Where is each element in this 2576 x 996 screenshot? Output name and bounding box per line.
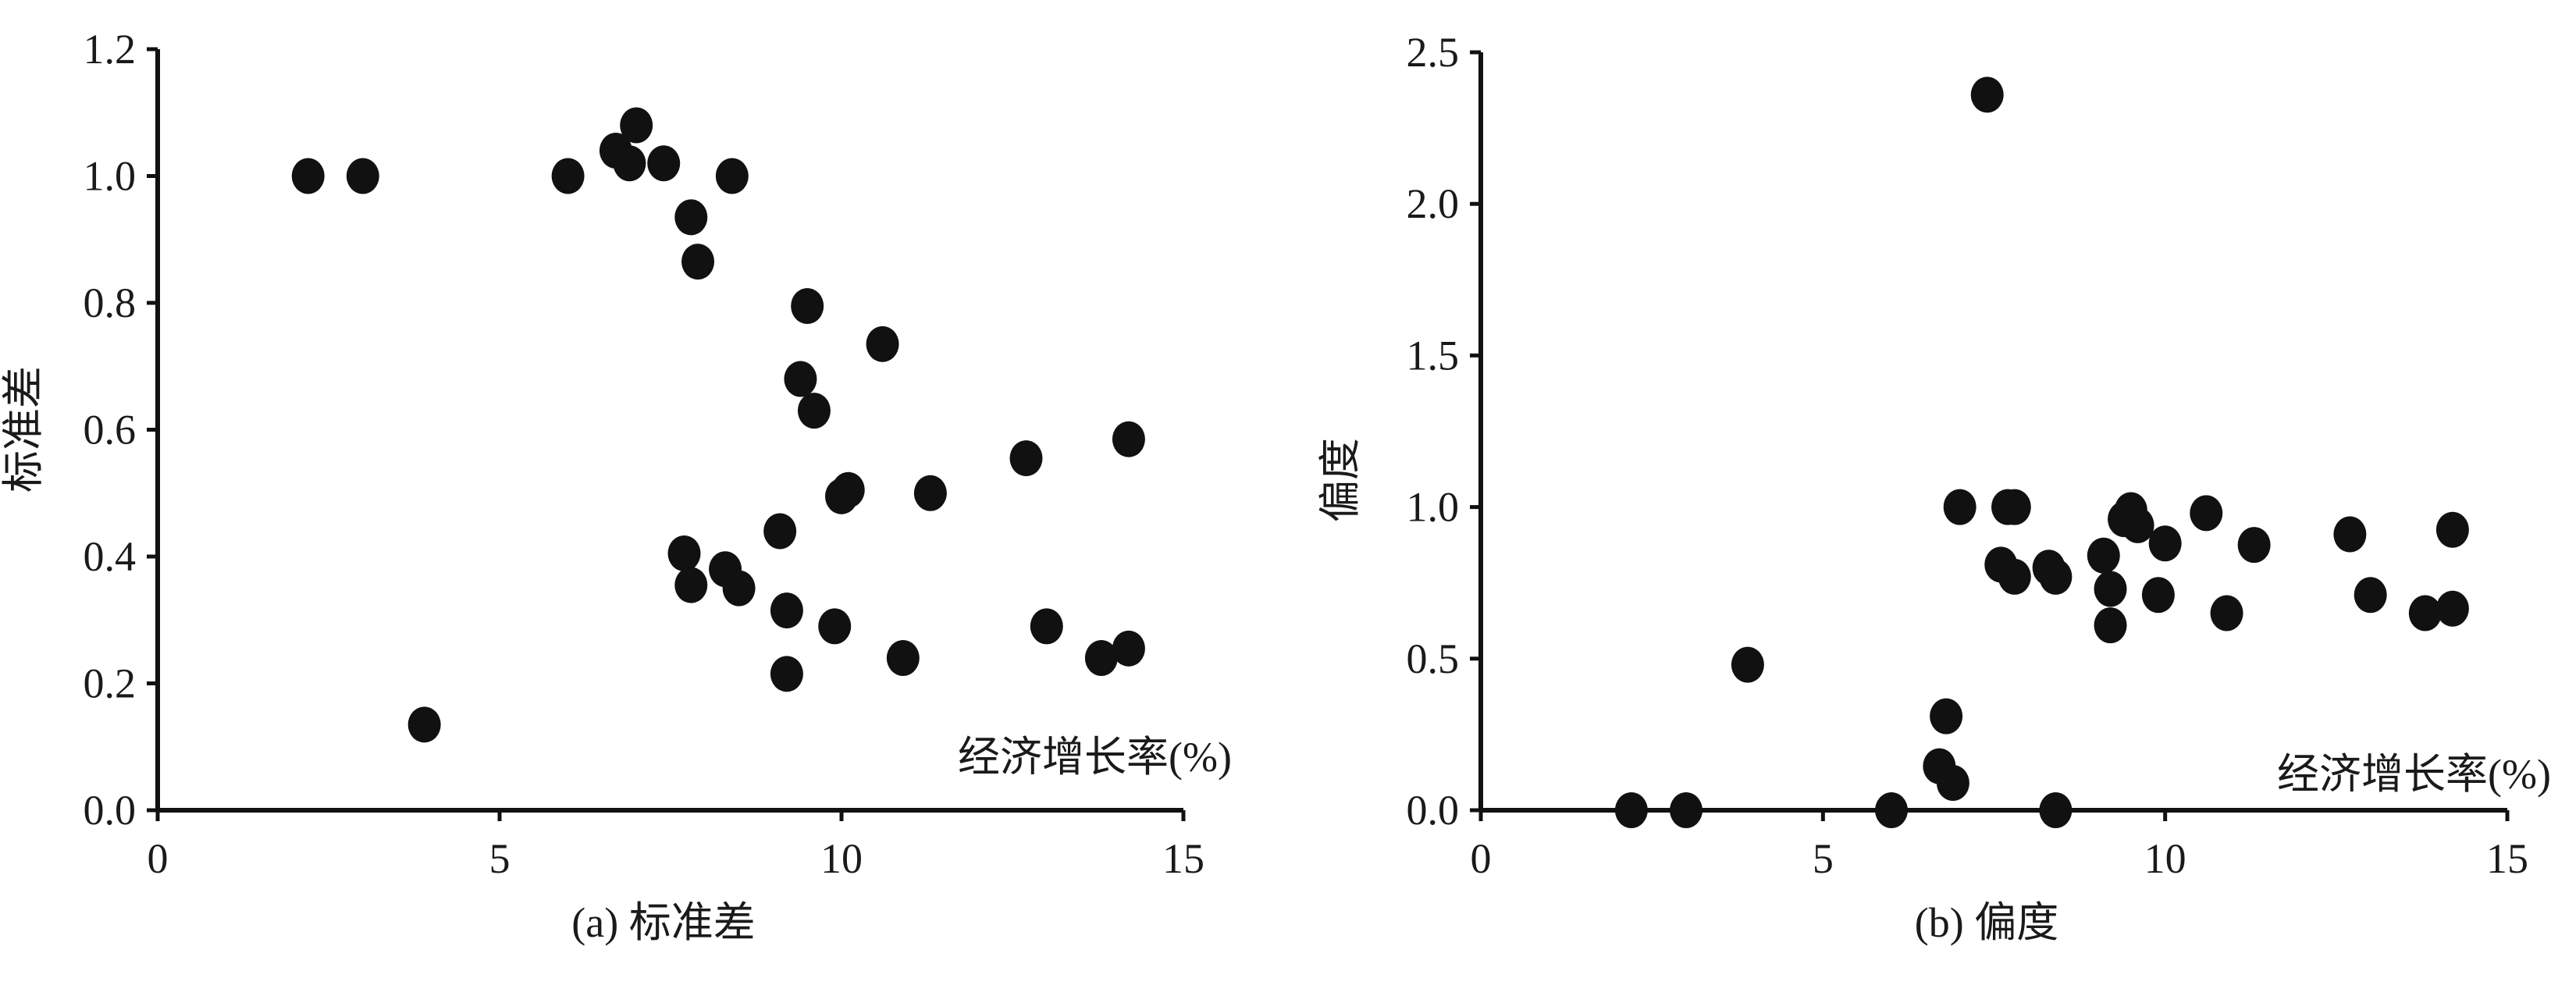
data-point [2210,595,2243,631]
y-tick-label: 0.2 [84,660,137,707]
data-point [791,288,824,325]
data-point [2148,525,2182,562]
data-point [667,535,701,571]
data-point [913,475,947,511]
data-point [1670,792,1703,828]
data-point [886,640,920,676]
y-tick-label: 0.8 [84,279,137,326]
data-point [770,656,803,692]
data-point [2435,511,2469,548]
data-point [1614,792,1648,828]
data-point [1112,630,1145,667]
data-point [674,199,708,236]
data-point [681,244,715,280]
chart-title: (b) 偏度 [1915,899,2058,946]
x-tick-label: 15 [1162,835,1204,882]
x-tick-label: 0 [148,835,169,882]
data-point [722,570,756,606]
data-point [1731,646,1764,683]
x-tick-label: 0 [1471,835,1492,882]
data-point [2039,558,2073,595]
data-point [291,158,325,194]
data-point [866,325,899,362]
data-point [770,592,803,629]
data-point [551,158,585,194]
x-tick-label: 5 [1813,835,1834,882]
data-point [763,513,797,550]
data-point [346,158,379,194]
data-point [2354,577,2387,614]
data-point [1875,792,1908,828]
data-point [818,608,852,645]
data-point [613,145,646,182]
y-tick-label: 0.0 [1407,787,1460,834]
data-point [831,471,865,508]
data-point [2408,595,2442,631]
y-tick-label: 2.0 [1407,180,1460,227]
data-point [2190,495,2223,532]
x-tick-label: 10 [820,835,863,882]
y-tick-label: 0.0 [84,787,137,834]
y-tick-label: 0.5 [1407,635,1460,682]
data-point [2121,507,2154,543]
data-point [784,361,817,397]
y-tick-label: 1.5 [1407,332,1460,379]
data-point [1998,558,2031,595]
data-point [2333,516,2367,553]
x-tick-label: 15 [2486,835,2528,882]
data-point [2435,590,2469,627]
data-point [2094,571,2127,607]
data-point [674,567,708,603]
data-point [1998,489,2031,525]
data-point [715,158,749,194]
data-point [2039,792,2073,828]
y-tick-label: 1.0 [1407,484,1460,531]
data-point [1936,765,1969,802]
x-tick-label: 10 [2144,835,2186,882]
chart-standard-deviation: 标准差 经济增长率(%) (a) 标准差 0 5 10 15 0.0 0.2 0.4 0.6 0… [0,26,1232,946]
data-point [1112,421,1145,457]
data-point [647,145,681,182]
data-point [1970,76,2004,113]
y-tick-label: 0.6 [84,407,137,454]
data-point [1009,440,1043,477]
x-axis-label: 经济增长率(%) [958,734,1232,781]
data-point [797,393,831,429]
chart-title: (a) 标准差 [571,899,755,946]
data-point [1030,608,1063,645]
data-point [1930,698,1963,735]
y-tick-label: 2.5 [1407,29,1460,76]
y-tick-label: 1.0 [84,153,137,200]
data-point [2237,527,2271,564]
y-tick-label: 0.4 [84,533,137,580]
x-tick-label: 5 [489,835,511,882]
x-axis-label: 经济增长率(%) [2277,751,2551,798]
data-point [2094,607,2127,644]
data-point [2087,537,2120,574]
y-axis-label: 偏度 [1317,438,1364,522]
data-point [620,107,653,144]
chart-skewness: 偏度 经济增长率(%) (b) 偏度 0 5 10 15 0.0 0.5 1.0 1.5 2.0… [1317,29,2551,946]
data-point [407,706,441,743]
data-point [1943,489,1976,525]
data-point [2141,577,2175,614]
y-tick-label: 1.2 [84,26,137,73]
data-point [1084,640,1118,676]
y-axis-label: 标准差 [0,366,47,493]
